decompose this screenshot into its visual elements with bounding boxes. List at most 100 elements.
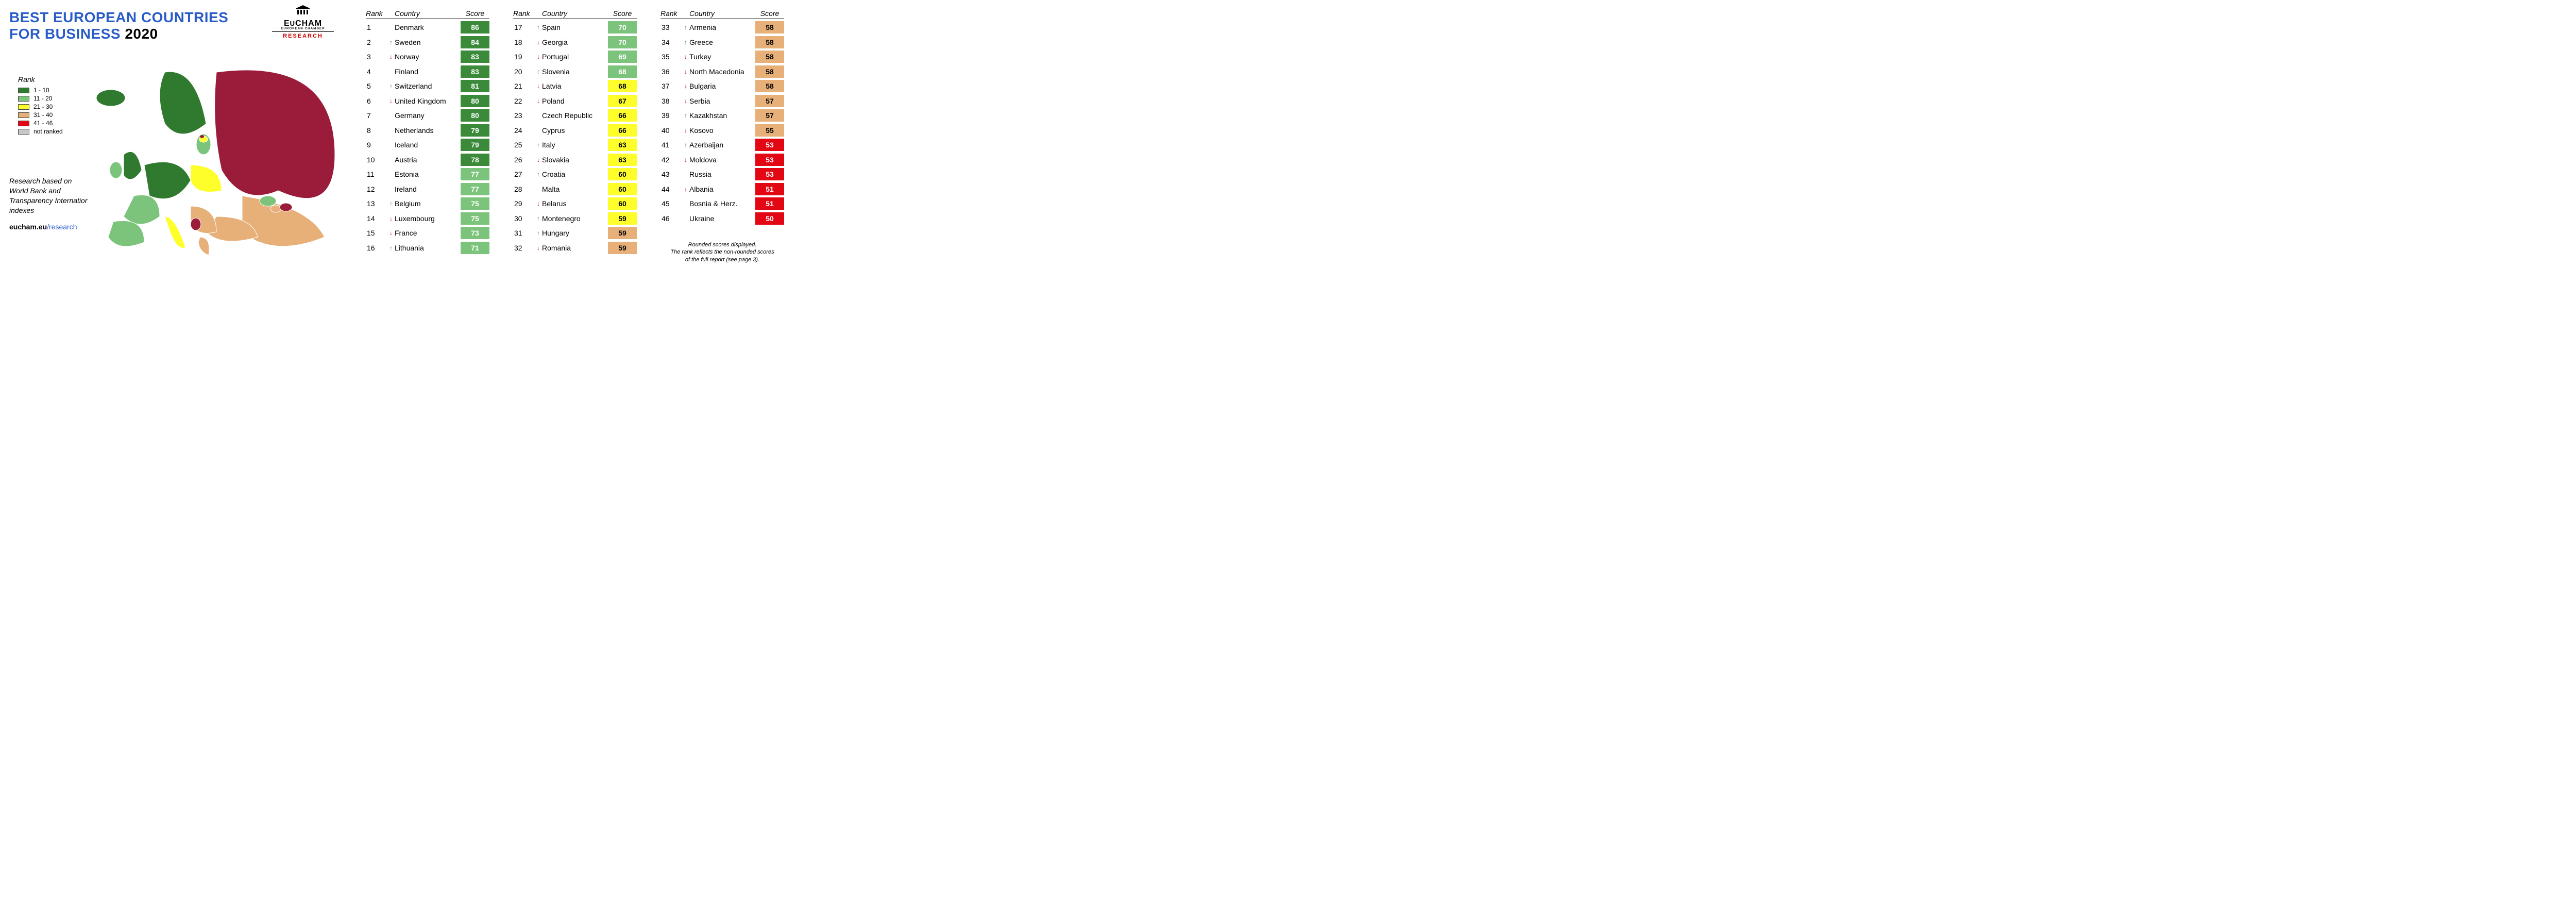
table-row: 38↓Serbia57 — [660, 94, 784, 109]
table-row: 7Germany80 — [366, 108, 489, 123]
score-cell: 59 — [608, 212, 637, 225]
country-cell: Moldova — [689, 156, 755, 164]
arrow-down-icon: ↓ — [682, 156, 689, 163]
table-row: 42↓Moldova53 — [660, 153, 784, 168]
score-cell: 84 — [461, 36, 489, 48]
country-cell: Spain — [542, 23, 608, 31]
table-row: 44↓Albania51 — [660, 182, 784, 197]
arrow-up-icon: ↑ — [535, 68, 542, 75]
rank-cell: 32 — [513, 244, 535, 252]
country-cell: Slovenia — [542, 68, 608, 76]
arrow-down-icon: ↓ — [535, 97, 542, 105]
score-cell: 53 — [755, 139, 784, 151]
table-row: 39↑Kazakhstan57 — [660, 108, 784, 123]
arrow-up-icon: ↑ — [387, 200, 395, 207]
country-cell: Bulgaria — [689, 82, 755, 90]
score-cell: 58 — [755, 36, 784, 48]
country-cell: Kazakhstan — [689, 111, 755, 120]
score-cell: 80 — [461, 109, 489, 122]
url-domain: eucham.eu — [9, 223, 47, 231]
rank-cell: 12 — [366, 185, 387, 193]
arrow-up-icon: ↑ — [535, 215, 542, 222]
source-note: Research based on World Bank and Transpa… — [9, 176, 95, 215]
legend-row: not ranked — [18, 128, 63, 135]
table-row: 5↑Switzerland81 — [366, 79, 489, 94]
arrow-up-icon: ↑ — [535, 24, 542, 31]
score-cell: 79 — [461, 139, 489, 151]
ranking-table: RankCountryScore17↑Spain7018↓Georgia7019… — [513, 9, 637, 255]
score-cell: 78 — [461, 154, 489, 166]
col-country: Country — [395, 9, 461, 18]
country-cell: Italy — [542, 141, 608, 149]
arrow-down-icon: ↓ — [387, 229, 395, 237]
legend-row: 41 - 46 — [18, 120, 63, 127]
legend-rows: 1 - 1011 - 2021 - 3031 - 4041 - 46not ra… — [18, 87, 63, 135]
country-cell: Belarus — [542, 199, 608, 208]
rank-cell: 35 — [660, 53, 682, 61]
col-score: Score — [755, 9, 784, 18]
score-cell: 53 — [755, 168, 784, 180]
table-row: 20↑Slovenia68 — [513, 64, 637, 79]
score-cell: 71 — [461, 242, 489, 254]
footnote-line: of the full report (see page 3). — [666, 256, 779, 263]
score-cell: 69 — [608, 51, 637, 63]
map-svg — [88, 62, 335, 263]
score-cell: 67 — [608, 95, 637, 107]
logo-research: RESEARCH — [272, 31, 334, 39]
rank-cell: 5 — [366, 82, 387, 90]
score-cell: 70 — [608, 36, 637, 48]
rank-cell: 29 — [513, 199, 535, 208]
score-cell: 70 — [608, 21, 637, 34]
legend-label: 31 - 40 — [33, 111, 53, 119]
col-score: Score — [608, 9, 637, 18]
arrow-up-icon: ↑ — [387, 39, 395, 46]
rank-cell: 27 — [513, 170, 535, 178]
arrow-down-icon: ↓ — [682, 82, 689, 90]
table-header: RankCountryScore — [366, 9, 489, 19]
arrow-up-icon: ↑ — [682, 112, 689, 119]
legend-swatch — [18, 96, 29, 102]
score-cell: 68 — [608, 65, 637, 78]
country-cell: Luxembourg — [395, 214, 461, 223]
score-cell: 60 — [608, 183, 637, 195]
arrow-up-icon: ↑ — [682, 39, 689, 46]
score-cell: 66 — [608, 124, 637, 137]
legend: Rank 1 - 1011 - 2021 - 3031 - 4041 - 46n… — [18, 75, 63, 136]
table-row: 24Cyprus66 — [513, 123, 637, 138]
rank-cell: 24 — [513, 126, 535, 135]
country-cell: Russia — [689, 170, 755, 178]
table-row: 33↑Armenia58 — [660, 20, 784, 35]
score-cell: 63 — [608, 139, 637, 151]
col-country: Country — [689, 9, 755, 18]
score-cell: 86 — [461, 21, 489, 34]
table-row: 17↑Spain70 — [513, 20, 637, 35]
table-row: 36↓North Macedonia58 — [660, 64, 784, 79]
country-cell: Switzerland — [395, 82, 461, 90]
score-cell: 68 — [608, 80, 637, 92]
table-row: 46Ukraine50 — [660, 211, 784, 226]
rank-cell: 10 — [366, 156, 387, 164]
title-line-1: BEST EUROPEAN COUNTRIES — [9, 9, 228, 26]
table-header: RankCountryScore — [513, 9, 637, 19]
rank-cell: 6 — [366, 97, 387, 105]
title-prefix: FOR BUSINESS — [9, 26, 125, 42]
table-row: 23Czech Republic66 — [513, 108, 637, 123]
arrow-up-icon: ↑ — [387, 82, 395, 90]
legend-label: not ranked — [33, 128, 63, 135]
table-header: RankCountryScore — [660, 9, 784, 19]
country-cell: Netherlands — [395, 126, 461, 135]
score-cell: 77 — [461, 183, 489, 195]
arrow-down-icon: ↓ — [535, 39, 542, 46]
score-cell: 57 — [755, 95, 784, 107]
country-cell: Montenegro — [542, 214, 608, 223]
rank-cell: 1 — [366, 23, 387, 31]
arrow-down-icon: ↓ — [535, 244, 542, 252]
country-cell: Croatia — [542, 170, 608, 178]
table-row: 25↑Italy63 — [513, 138, 637, 153]
country-cell: Malta — [542, 185, 608, 193]
arrow-down-icon: ↓ — [535, 82, 542, 90]
score-cell: 63 — [608, 154, 637, 166]
eucham-logo: EUCHAM EUROPEAN CHAMBER RESEARCH — [272, 5, 334, 39]
table-row: 29↓Belarus60 — [513, 196, 637, 211]
score-cell: 51 — [755, 197, 784, 210]
